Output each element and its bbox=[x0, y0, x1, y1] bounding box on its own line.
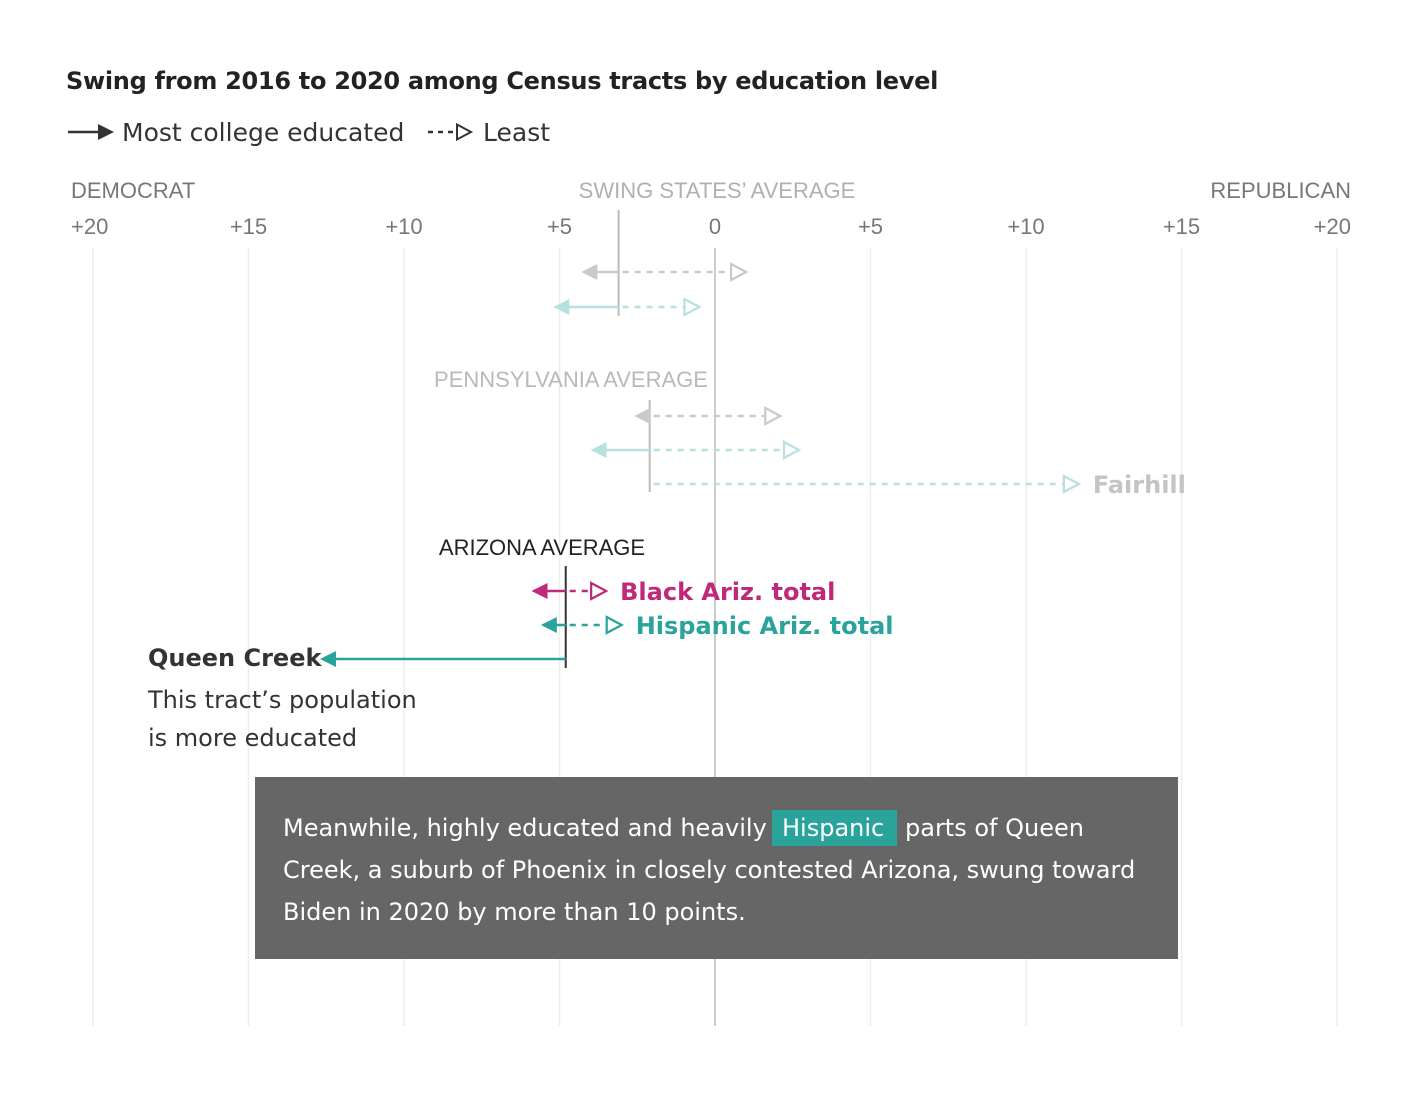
least-educated-arrowhead bbox=[605, 615, 625, 635]
legend-least-label: Least bbox=[483, 118, 550, 147]
tick-label: +10 bbox=[1007, 214, 1044, 239]
arrow-row bbox=[553, 297, 702, 317]
queen-creek-annotation: Queen Creek This tract’s population is m… bbox=[147, 644, 417, 752]
group-0: SWING STATES’ AVERAGE bbox=[553, 178, 856, 317]
least-educated-arrowhead bbox=[683, 297, 702, 317]
callout-highlight-box bbox=[772, 810, 897, 846]
callout-background bbox=[255, 777, 1178, 959]
tick-label: +15 bbox=[1163, 214, 1200, 239]
callout-highlight-text: Hispanic bbox=[782, 814, 884, 842]
arrow-row: Hispanic Ariz. total bbox=[540, 612, 894, 640]
most-educated-arrowhead bbox=[553, 299, 570, 315]
group-label: PENNSYLVANIA AVERAGE bbox=[434, 367, 708, 392]
arrow-row bbox=[320, 651, 566, 667]
row-label: Fairhill bbox=[1093, 471, 1186, 499]
queen-creek-note-line2: is more educated bbox=[148, 724, 357, 752]
group-2: ARIZONA AVERAGE Black Ariz. total Hispanic… bbox=[320, 535, 894, 668]
least-educated-arrowhead bbox=[729, 262, 749, 282]
queen-creek-note-line1: This tract’s population bbox=[147, 686, 417, 714]
most-educated-arrowhead bbox=[540, 617, 557, 633]
least-educated-arrowhead bbox=[590, 581, 609, 601]
tick-label: +5 bbox=[547, 214, 572, 239]
least-educated-arrowhead bbox=[782, 440, 802, 460]
callout-line2: Creek, a suburb of Phoenix in closely co… bbox=[283, 856, 1135, 884]
queen-creek-label: Queen Creek bbox=[148, 644, 322, 672]
least-educated-arrowhead bbox=[1062, 474, 1082, 494]
tick-label: +15 bbox=[230, 214, 267, 239]
callout-line1-before: Meanwhile, highly educated and heavily bbox=[283, 814, 767, 842]
most-educated-arrowhead bbox=[531, 583, 548, 599]
tick-label: +20 bbox=[1314, 214, 1351, 239]
arrow-row: Fairhill bbox=[653, 471, 1186, 499]
callout-box: Meanwhile, highly educated and heavily H… bbox=[255, 777, 1178, 959]
most-educated-arrowhead bbox=[590, 442, 607, 458]
callout-line3: Biden in 2020 by more than 10 points. bbox=[283, 898, 746, 926]
legend-dashed-arrow-icon bbox=[428, 122, 474, 142]
tick-label: +20 bbox=[71, 214, 108, 239]
most-educated-arrowhead bbox=[581, 264, 598, 280]
arrow-row: Black Ariz. total bbox=[531, 578, 835, 606]
least-educated-arrowhead bbox=[764, 406, 783, 426]
legend-most-label: Most college educated bbox=[122, 118, 404, 147]
arrow-row bbox=[634, 406, 783, 426]
group-label: ARIZONA AVERAGE bbox=[439, 535, 645, 560]
group-label: SWING STATES’ AVERAGE bbox=[579, 178, 856, 203]
democrat-label: DEMOCRAT bbox=[71, 178, 195, 203]
legend-solid-arrow-icon bbox=[68, 124, 114, 140]
legend: Most college educated Least bbox=[68, 118, 550, 147]
republican-label: REPUBLICAN bbox=[1210, 178, 1351, 203]
arrow-row bbox=[590, 440, 802, 460]
tick-label: +10 bbox=[385, 214, 422, 239]
tick-labels: +20 +15 +10 +5 0 +5 +10 +15 +20 bbox=[71, 214, 1351, 239]
arrow-row bbox=[581, 262, 749, 282]
chart-title: Swing from 2016 to 2020 among Census tra… bbox=[66, 67, 938, 95]
group-1: PENNSYLVANIA AVERAGE Fairhill bbox=[434, 367, 1186, 499]
gridlines bbox=[92, 248, 1338, 1026]
row-label: Black Ariz. total bbox=[620, 578, 835, 606]
tick-label: 0 bbox=[709, 214, 721, 239]
callout-line1-after: parts of Queen bbox=[905, 814, 1084, 842]
most-educated-arrowhead bbox=[634, 408, 651, 424]
row-label: Hispanic Ariz. total bbox=[636, 612, 894, 640]
tick-label: +5 bbox=[858, 214, 883, 239]
chart-groups: SWING STATES’ AVERAGE PENNSYLVANIA AVERAG… bbox=[320, 178, 1186, 668]
most-educated-arrowhead bbox=[320, 651, 337, 667]
